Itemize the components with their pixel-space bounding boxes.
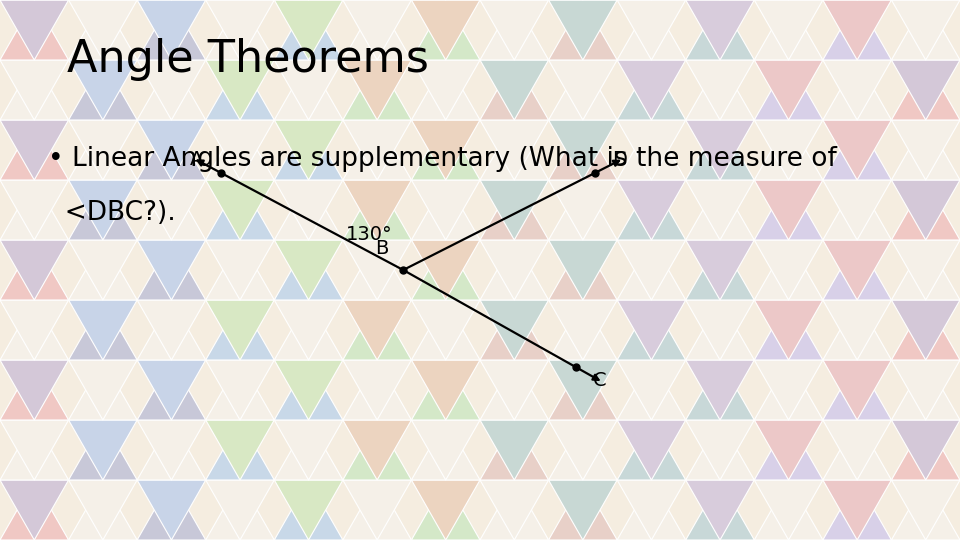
Text: • Linear Angles are supplementary (What is the measure of: • Linear Angles are supplementary (What … — [48, 146, 837, 172]
Text: 130°: 130° — [347, 225, 393, 245]
Text: D: D — [612, 150, 627, 169]
Text: B: B — [375, 239, 389, 258]
Text: <DBC?).: <DBC?). — [48, 200, 176, 226]
Text: C: C — [593, 371, 607, 390]
Text: Angle Theorems: Angle Theorems — [67, 38, 429, 81]
Text: A: A — [190, 150, 204, 169]
